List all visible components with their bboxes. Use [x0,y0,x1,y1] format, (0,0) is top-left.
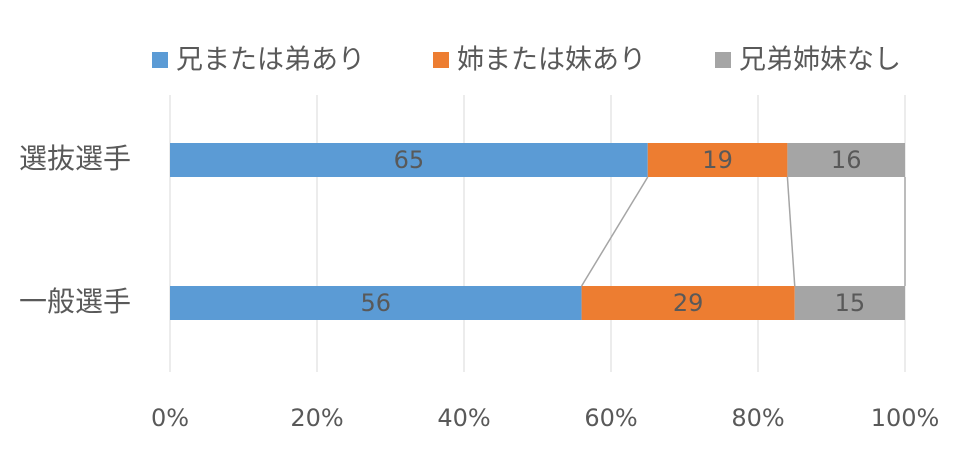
data-label: 65 [394,146,425,174]
data-label: 16 [831,146,862,174]
legend-swatch [433,52,449,68]
x-tick-label: 0% [151,404,189,432]
bar-segment [794,286,905,320]
legend-label: 兄または弟あり [176,45,365,76]
legend-label: 姉または妹あり [457,45,646,76]
data-label: 19 [702,146,733,174]
x-tick-label: 40% [437,404,490,432]
x-tick-label: 20% [290,404,343,432]
x-tick-label: 60% [584,404,637,432]
bar-segment [170,143,648,177]
legend-swatch [715,52,731,68]
bar-segment [647,143,788,177]
y-tick-label: 選抜選手 [19,142,131,175]
bar-segment [581,286,795,320]
y-tick-label: 一般選手 [19,285,131,318]
data-label: 29 [673,289,704,317]
legend-label: 兄弟姉妹なし [739,45,901,76]
data-label: 56 [361,289,392,317]
bar-segment [170,286,582,320]
data-label: 15 [835,289,866,317]
x-tick-label: 80% [731,404,784,432]
series-line [786,176,796,287]
x-tick-label: 100% [871,404,940,432]
bar-segment [787,143,905,177]
legend-swatch [152,52,168,68]
series-line [580,176,649,287]
